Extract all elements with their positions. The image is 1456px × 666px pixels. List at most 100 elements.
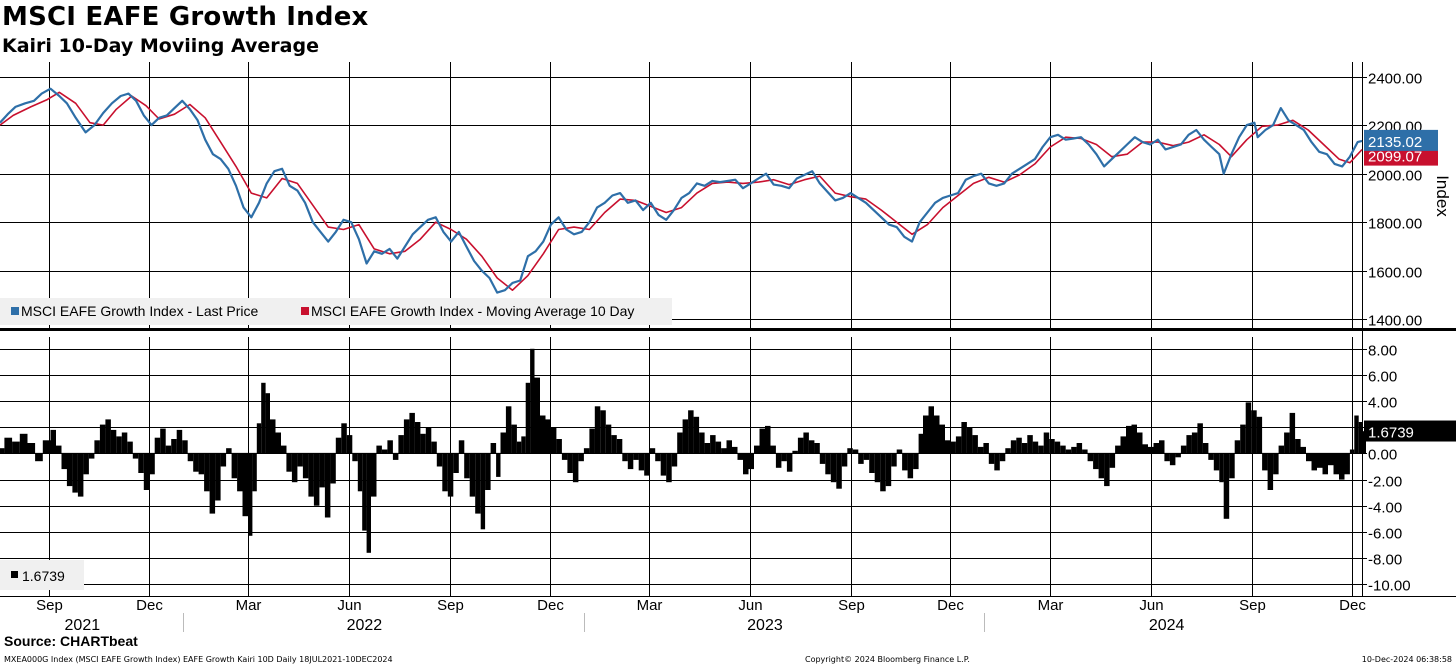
kairi-bar (1317, 453, 1323, 468)
kairi-bar (61, 453, 67, 470)
x-tick-label: Dec (136, 597, 163, 614)
price-last-value-tag (1364, 129, 1438, 151)
kairi-bar (950, 441, 956, 454)
x-tick-label: Dec (537, 597, 564, 614)
kairi-bar (490, 443, 497, 454)
kairi-bar (955, 436, 962, 454)
kairi-bar (748, 453, 754, 470)
kairi-bar (561, 453, 568, 460)
kairi-bar (220, 453, 227, 467)
kairi-bar (830, 453, 837, 483)
kairi-bar (786, 453, 793, 472)
kairi-bar (447, 453, 454, 497)
kairi-bar (496, 453, 501, 477)
kairi-bar (988, 453, 995, 464)
kairi-bar (505, 406, 512, 454)
kairi-bar (775, 453, 782, 468)
kairi-bar (534, 377, 540, 454)
kairi-bar (1115, 445, 1121, 454)
kairi-bar (1120, 436, 1126, 454)
kairi-bar (1267, 453, 1274, 490)
legend-label-ma: MSCI EAFE Growth Index - Moving Average … (311, 303, 634, 319)
kairi-bar (4, 437, 13, 454)
kairi-bar (699, 432, 705, 454)
kairi-bar (1273, 453, 1279, 475)
kairi-bar (765, 425, 771, 454)
kairi-bar (1153, 443, 1159, 454)
kairi-bar (352, 453, 358, 462)
kairi-bar (704, 443, 711, 454)
kairi-bar (1245, 402, 1252, 454)
kairi-bar (999, 453, 1006, 462)
price-last-value-label: 2135.02 (1368, 134, 1422, 151)
kairi-bar (902, 453, 908, 471)
kairi-bar (808, 440, 815, 454)
y-tick-label: -4.00 (1368, 500, 1402, 517)
kairi-bar (994, 453, 1000, 471)
kairi-last-value-tag (1364, 420, 1456, 442)
kairi-bar (42, 440, 51, 454)
footer-description: MXEA000G Index (MSCI EAFE Growth Index) … (4, 655, 393, 664)
x-tick-label: Mar (1038, 597, 1064, 614)
chart-subtitle: Kairi 10-Day Moviing Average (2, 35, 319, 57)
kairi-bar (1256, 416, 1263, 454)
kairi-bar (154, 437, 161, 454)
kairi-bar (627, 453, 634, 470)
kairi-bar (556, 439, 562, 454)
kairi-bar (1043, 432, 1050, 454)
x-tick-label: Mar (637, 597, 663, 614)
kairi-bar (1339, 453, 1345, 480)
kairi-bar (600, 410, 606, 454)
kairi-bar (726, 440, 732, 454)
kairi-bar (261, 382, 266, 454)
kairi-bar (464, 453, 470, 479)
kairi-bar (275, 432, 281, 454)
kairi-bar (88, 453, 95, 459)
kairi-bar (841, 453, 848, 467)
kairi-bar (671, 453, 678, 467)
kairi-bar (677, 432, 683, 454)
kairi-bar (398, 435, 404, 454)
x-tick-label: Mar (236, 597, 262, 614)
y-tick-label: -10.00 (1368, 578, 1411, 595)
kairi-bar (1354, 415, 1359, 454)
kairi-bar (453, 453, 459, 473)
y-tick-label: 4.00 (1368, 395, 1397, 412)
kairi-bar (530, 348, 535, 454)
kairi-bar (1076, 443, 1083, 454)
kairi-bar (475, 453, 481, 514)
kairi-bar (346, 435, 353, 454)
price-line (0, 87, 1363, 294)
kairi-bar (149, 453, 155, 475)
kairi-bar (127, 441, 133, 454)
kairi-bar (743, 453, 749, 475)
kairi-bar (1164, 453, 1170, 462)
kairi-bar (209, 453, 216, 514)
kairi-bar (138, 453, 144, 473)
kairi-bar (500, 432, 506, 454)
kairi-bar (1169, 453, 1176, 466)
kairi-bar (1306, 453, 1312, 462)
moving-average-line (0, 91, 1363, 292)
kairi-bar (1186, 435, 1192, 454)
kairi-bar (1038, 445, 1044, 454)
y-tick-label: 8.00 (1368, 343, 1397, 360)
kairi-bar (105, 419, 111, 454)
kairi-bar (1093, 453, 1099, 470)
kairi-bar (550, 427, 557, 454)
kairi-bar (754, 445, 760, 454)
kairi-bar (1049, 439, 1055, 454)
kairi-bar (583, 448, 590, 454)
kairi-bar (50, 429, 56, 454)
kairi-bar (1284, 432, 1290, 454)
kairi-bar (366, 453, 371, 553)
kairi-bar (1289, 412, 1296, 454)
kairi-bar (143, 453, 150, 490)
y-tick-label: 2400.00 (1368, 71, 1422, 88)
kairi-bar (242, 453, 248, 517)
kairi-bar (414, 422, 421, 454)
kairi-bar (1344, 453, 1350, 475)
kairi-bar (567, 453, 573, 473)
kairi-bar (270, 419, 276, 454)
kairi-bar (1300, 446, 1306, 454)
